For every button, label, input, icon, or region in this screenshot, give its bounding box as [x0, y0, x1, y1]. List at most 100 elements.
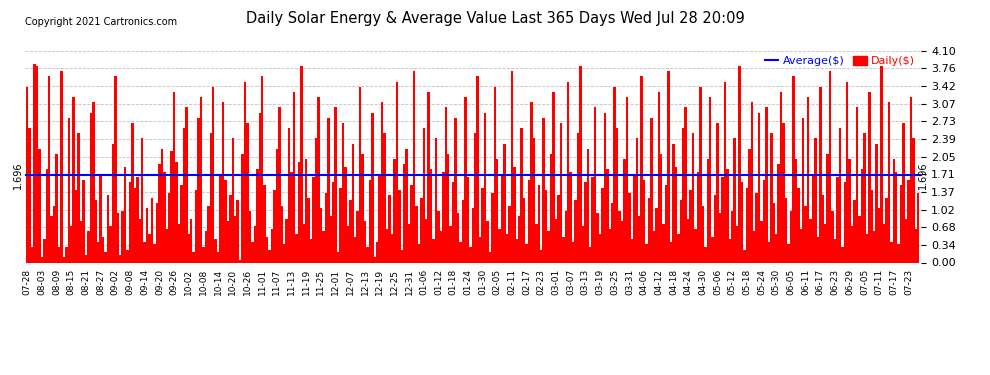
- Bar: [802, 118, 805, 262]
- Bar: [819, 87, 822, 262]
- Bar: [765, 108, 767, 262]
- Bar: [65, 247, 67, 262]
- Bar: [538, 185, 540, 262]
- Bar: [829, 71, 832, 262]
- Bar: [114, 76, 117, 262]
- Bar: [657, 92, 660, 262]
- Bar: [848, 159, 851, 262]
- Bar: [160, 149, 163, 262]
- Bar: [248, 211, 251, 262]
- Bar: [508, 206, 511, 262]
- Bar: [790, 211, 792, 262]
- Bar: [540, 250, 543, 262]
- Bar: [99, 175, 102, 262]
- Bar: [247, 123, 248, 262]
- Bar: [591, 177, 594, 262]
- Bar: [187, 234, 190, 262]
- Bar: [445, 108, 447, 262]
- Bar: [449, 226, 451, 262]
- Bar: [471, 208, 474, 262]
- Bar: [173, 92, 175, 262]
- Bar: [484, 112, 486, 262]
- Bar: [702, 206, 704, 262]
- Bar: [739, 66, 741, 262]
- Bar: [601, 188, 604, 262]
- Bar: [386, 229, 388, 262]
- Bar: [185, 108, 187, 262]
- Bar: [633, 175, 636, 262]
- Bar: [443, 172, 445, 262]
- Bar: [736, 226, 739, 262]
- Bar: [596, 213, 599, 262]
- Bar: [817, 237, 819, 262]
- Bar: [606, 170, 609, 262]
- Bar: [308, 198, 310, 262]
- Bar: [44, 239, 46, 262]
- Bar: [62, 257, 65, 262]
- Bar: [832, 211, 834, 262]
- Bar: [153, 244, 155, 262]
- Bar: [124, 167, 127, 262]
- Bar: [313, 177, 315, 262]
- Bar: [320, 208, 322, 262]
- Bar: [278, 108, 280, 262]
- Bar: [180, 185, 182, 262]
- Bar: [486, 221, 489, 262]
- Bar: [491, 193, 494, 262]
- Bar: [797, 188, 800, 262]
- Bar: [684, 108, 687, 262]
- Bar: [371, 112, 373, 262]
- Bar: [41, 257, 44, 262]
- Bar: [868, 92, 870, 262]
- Bar: [543, 118, 545, 262]
- Bar: [574, 201, 577, 262]
- Bar: [812, 175, 814, 262]
- Bar: [298, 162, 300, 262]
- Bar: [163, 172, 165, 262]
- Bar: [212, 87, 215, 262]
- Bar: [469, 247, 471, 262]
- Bar: [253, 226, 256, 262]
- Bar: [506, 234, 508, 262]
- Bar: [129, 182, 132, 262]
- Bar: [489, 252, 491, 262]
- Bar: [77, 133, 80, 262]
- Bar: [503, 144, 506, 262]
- Bar: [305, 159, 308, 262]
- Bar: [855, 108, 858, 262]
- Bar: [753, 231, 755, 262]
- Bar: [266, 237, 268, 262]
- Bar: [134, 188, 137, 262]
- Bar: [672, 144, 674, 262]
- Bar: [435, 138, 438, 262]
- Bar: [335, 108, 337, 262]
- Bar: [851, 226, 853, 262]
- Bar: [902, 123, 905, 262]
- Bar: [349, 201, 351, 262]
- Bar: [428, 92, 430, 262]
- Bar: [481, 188, 484, 262]
- Bar: [459, 242, 461, 262]
- Bar: [425, 219, 428, 262]
- Bar: [373, 257, 376, 262]
- Bar: [883, 224, 885, 262]
- Bar: [795, 159, 797, 262]
- Bar: [261, 76, 263, 262]
- Bar: [300, 66, 303, 262]
- Bar: [461, 201, 464, 262]
- Bar: [822, 195, 824, 262]
- Bar: [843, 182, 846, 262]
- Bar: [85, 255, 87, 262]
- Bar: [870, 190, 873, 262]
- Bar: [50, 216, 52, 262]
- Bar: [256, 170, 258, 262]
- Bar: [242, 154, 244, 262]
- Bar: [48, 76, 50, 262]
- Bar: [589, 247, 591, 262]
- Bar: [293, 92, 295, 262]
- Bar: [687, 219, 689, 262]
- Bar: [523, 198, 526, 262]
- Bar: [837, 177, 839, 262]
- Bar: [917, 193, 920, 262]
- Bar: [679, 201, 682, 262]
